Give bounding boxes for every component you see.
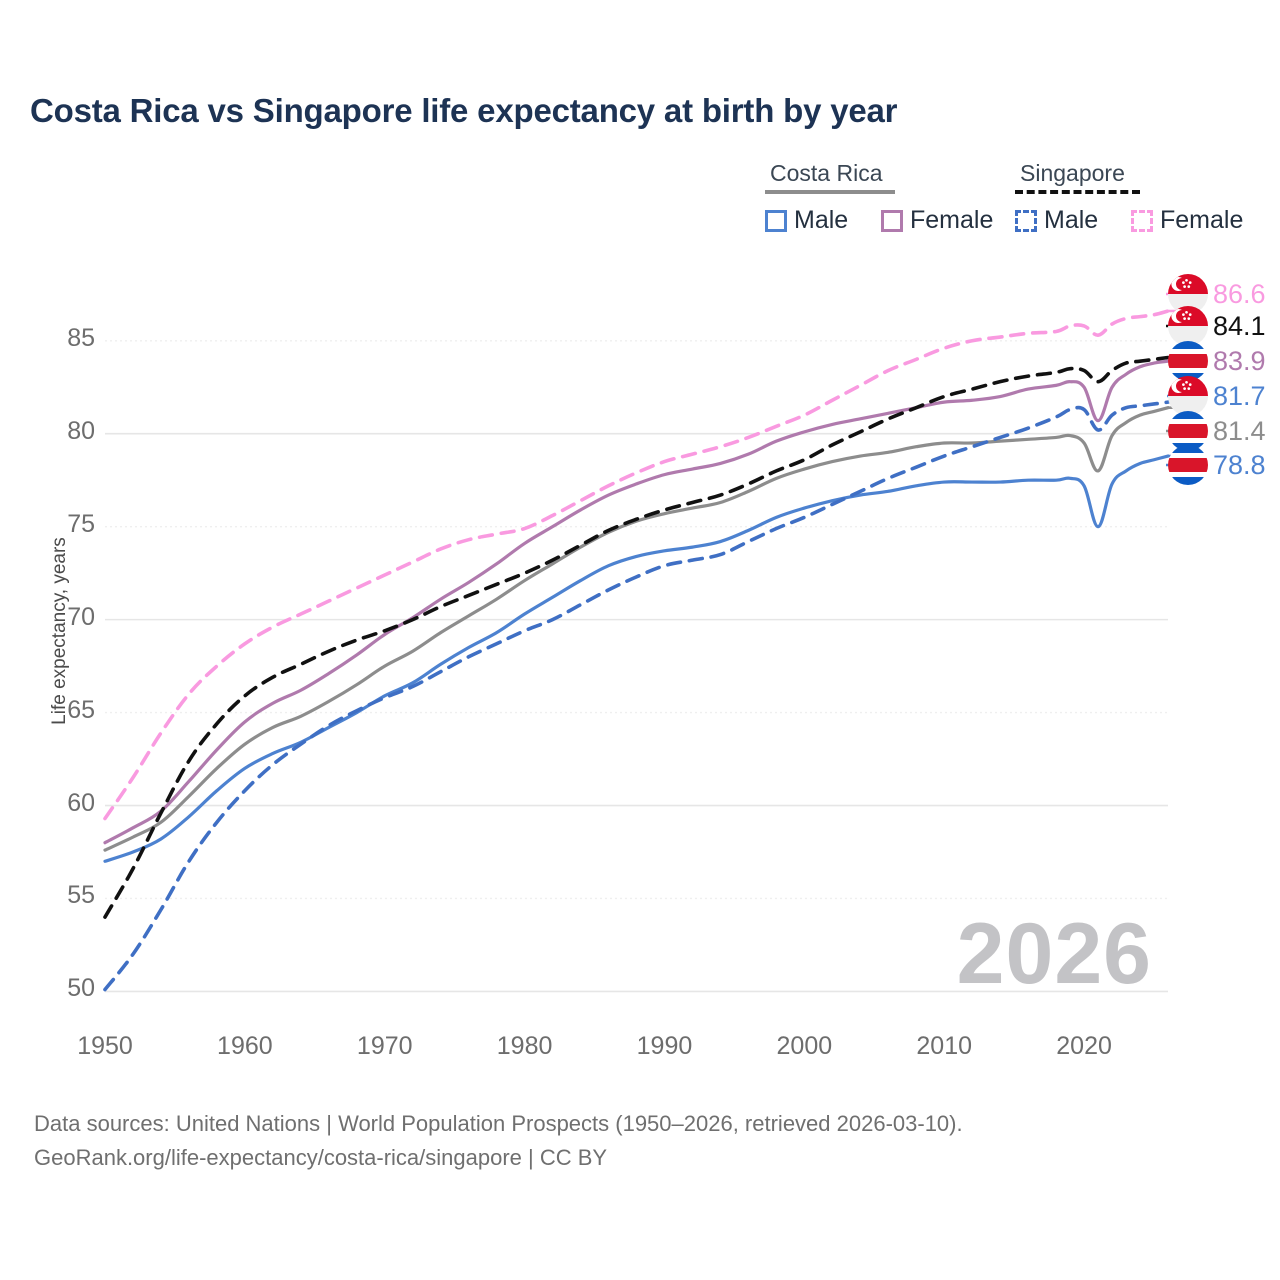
series-line [103,355,1170,919]
end-label-value: 78.8 [1213,449,1266,480]
series-end-label: 81.7 [1168,376,1266,416]
y-tick-label: 80 [67,416,95,445]
series-end-label: 78.8 [1168,445,1266,485]
page-title: Costa Rica vs Singapore life expectancy … [30,92,898,129]
y-tick-label: 50 [67,974,95,1003]
end-label-value: 84.1 [1213,310,1266,341]
x-tick-label: 1960 [217,1032,273,1060]
series-end-label: 86.6 [1168,274,1266,314]
series-line [103,400,1170,992]
end-label-value: 86.6 [1213,278,1266,309]
x-tick-label: 1980 [496,1032,553,1060]
legend-item-costa-rica-female[interactable]: Female [881,206,993,235]
legend-item-singapore-female[interactable]: Female [1131,206,1243,235]
end-label-value: 83.9 [1213,345,1266,376]
series-end-label: 84.1 [1168,306,1266,346]
legend-label: Male [794,206,849,234]
series-end-label: 83.9 [1168,341,1266,381]
legend-label: Female [1160,206,1244,234]
y-tick-label: 55 [67,881,95,910]
legend-group-singapore-title: Singapore [1020,160,1125,186]
footer-attribution: Data sources: United Nations | World Pop… [34,1107,963,1175]
footer-line-1: Data sources: United Nations | World Pop… [34,1111,963,1136]
costa-rica-flag-icon [1168,445,1208,485]
legend-item-costa-rica-male[interactable]: Male [765,206,848,235]
singapore-flag-icon [1168,306,1208,346]
end-label-value: 81.7 [1213,380,1266,411]
series-line [103,309,1170,821]
series-line [103,454,1170,863]
legend-swatch-icon [1015,209,1037,232]
legend-swatch-icon [881,209,903,232]
legend-group-costa-rica-rule [765,190,895,194]
gridlines [105,340,1168,993]
y-tick-label: 65 [67,695,95,724]
x-tick-label: 1990 [636,1032,693,1060]
x-tick-label: 2000 [776,1032,833,1060]
year-watermark: 2026 [956,906,1152,1002]
legend-label: Male [1044,206,1099,234]
chart-legend: Costa Rica Singapore Male Female Male Fe… [757,160,1257,244]
end-label-value: 81.4 [1213,415,1266,446]
legend-item-singapore-male[interactable]: Male [1015,206,1098,235]
y-tick-label: 60 [67,788,95,817]
legend-group-costa-rica-title: Costa Rica [770,160,883,186]
legend-group-singapore-rule [1015,190,1140,194]
series-line [103,359,1170,845]
legend-swatch-icon [1131,209,1153,232]
x-tick-label: 1970 [356,1032,413,1060]
costa-rica-flag-icon [1168,341,1208,381]
footer-line-2: GeoRank.org/life-expectancy/costa-rica/s… [34,1145,608,1171]
x-tick-label: 1950 [77,1032,133,1060]
x-tick-label: 2010 [916,1032,973,1060]
series-lines [103,309,1170,992]
legend-label: Female [910,206,994,234]
y-tick-label: 70 [67,602,95,631]
series-line [103,406,1170,852]
y-tick-label: 85 [67,323,95,352]
x-tick-label: 2020 [1056,1032,1112,1060]
y-tick-label: 75 [67,509,95,538]
singapore-flag-icon [1168,376,1208,416]
legend-swatch-icon [765,209,787,232]
